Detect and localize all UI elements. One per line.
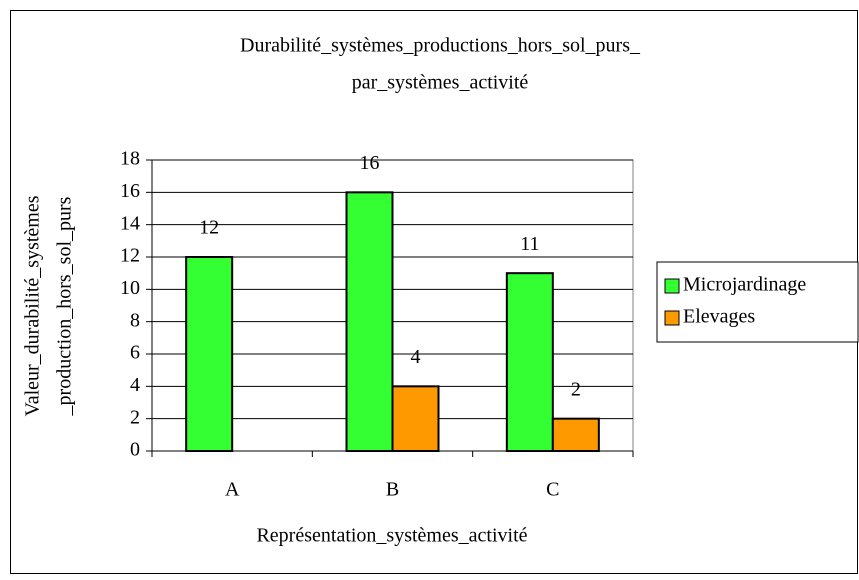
bar bbox=[185, 256, 234, 452]
y-tick-label: 0 bbox=[130, 439, 140, 461]
y-tick-label: 4 bbox=[130, 374, 140, 396]
bar bbox=[345, 191, 394, 452]
y-tick-label: 8 bbox=[130, 309, 140, 331]
chart-title: Durabilité_systèmes_productions_hors_sol… bbox=[240, 35, 641, 57]
y-tick-label: 18 bbox=[120, 148, 140, 170]
y-tick-label: 16 bbox=[120, 180, 140, 202]
data-label: 2 bbox=[571, 378, 581, 400]
x-axis-label: Représentation_systèmes_activité bbox=[256, 525, 527, 547]
y-axis-label: _production_hors_sol_purs bbox=[54, 196, 76, 416]
y-tick-label: 10 bbox=[120, 277, 140, 299]
data-label: 11 bbox=[520, 233, 539, 255]
y-tick-label: 12 bbox=[120, 245, 140, 267]
legend-label: Microjardinage bbox=[683, 274, 806, 296]
y-tick-label: 6 bbox=[130, 342, 140, 364]
x-tick-label: A bbox=[225, 479, 240, 501]
bar bbox=[505, 272, 554, 452]
data-label: 16 bbox=[360, 152, 380, 174]
data-label: 12 bbox=[199, 217, 219, 239]
legend-swatch bbox=[664, 310, 680, 326]
data-label: 4 bbox=[411, 346, 421, 368]
legend bbox=[656, 261, 859, 343]
y-tick-label: 2 bbox=[130, 406, 140, 428]
x-tick-label: B bbox=[386, 479, 399, 501]
legend-swatch bbox=[664, 278, 680, 294]
x-tick-label: C bbox=[546, 479, 559, 501]
bar bbox=[391, 385, 440, 453]
bar bbox=[551, 417, 600, 452]
y-tick-label: 14 bbox=[120, 212, 140, 234]
legend-label: Elevages bbox=[683, 306, 755, 328]
chart-title: par_systèmes_activité bbox=[352, 72, 529, 94]
y-axis-label: Valeur_durabilité_systèmes bbox=[22, 195, 44, 416]
